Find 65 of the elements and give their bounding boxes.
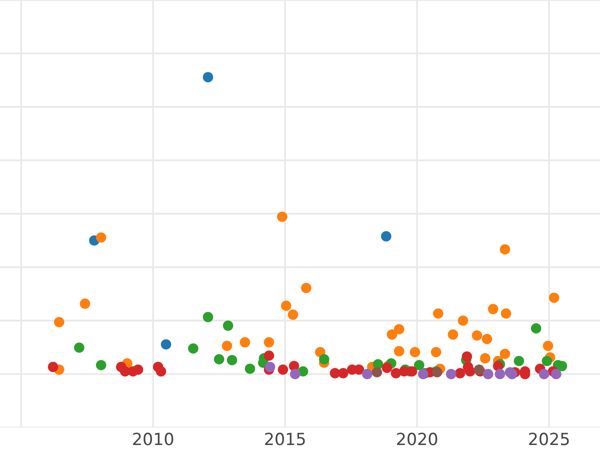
point xyxy=(132,364,144,375)
point xyxy=(394,324,404,334)
point xyxy=(430,346,442,358)
point xyxy=(482,368,494,380)
point xyxy=(222,320,234,331)
point xyxy=(74,342,84,353)
point xyxy=(394,346,404,356)
point xyxy=(414,360,424,370)
point xyxy=(514,356,524,366)
point xyxy=(278,364,288,375)
point xyxy=(410,346,420,358)
point xyxy=(530,323,542,334)
point xyxy=(96,232,106,243)
point xyxy=(160,339,172,350)
point xyxy=(244,364,256,374)
x-tick-label: 2020 xyxy=(397,432,438,446)
point xyxy=(319,354,330,364)
point xyxy=(433,308,444,319)
point xyxy=(464,366,476,377)
point xyxy=(381,231,392,242)
point xyxy=(500,348,510,360)
point xyxy=(264,362,276,372)
point xyxy=(214,354,224,364)
point xyxy=(500,308,512,319)
point xyxy=(222,340,232,352)
point xyxy=(80,298,90,309)
point xyxy=(240,337,250,348)
point xyxy=(548,292,560,303)
point xyxy=(446,368,456,380)
point xyxy=(277,212,288,222)
point xyxy=(264,350,274,361)
point xyxy=(202,72,214,82)
point xyxy=(458,315,468,326)
point xyxy=(551,368,562,380)
point xyxy=(54,316,64,328)
point xyxy=(96,360,106,370)
point xyxy=(188,343,198,354)
point xyxy=(500,244,510,255)
point xyxy=(280,300,292,311)
x-tick-label: 2015 xyxy=(265,432,305,446)
point xyxy=(448,329,458,340)
point xyxy=(482,334,492,344)
point xyxy=(542,340,554,352)
point xyxy=(538,368,550,380)
point xyxy=(288,310,298,320)
point xyxy=(226,354,238,366)
point xyxy=(542,356,552,366)
point xyxy=(362,368,372,380)
x-tick-label: 2025 xyxy=(529,432,569,446)
point xyxy=(48,362,58,372)
x-tick-label: 2010 xyxy=(133,432,174,446)
point xyxy=(202,312,214,322)
point xyxy=(264,337,274,348)
point xyxy=(494,368,506,380)
point xyxy=(488,304,498,314)
point xyxy=(462,351,472,362)
point xyxy=(472,330,482,341)
point xyxy=(290,368,300,380)
point xyxy=(156,366,166,377)
point xyxy=(338,368,348,378)
point xyxy=(301,282,312,294)
point xyxy=(372,367,382,378)
point xyxy=(454,368,466,378)
point xyxy=(480,353,490,364)
point xyxy=(386,329,398,340)
